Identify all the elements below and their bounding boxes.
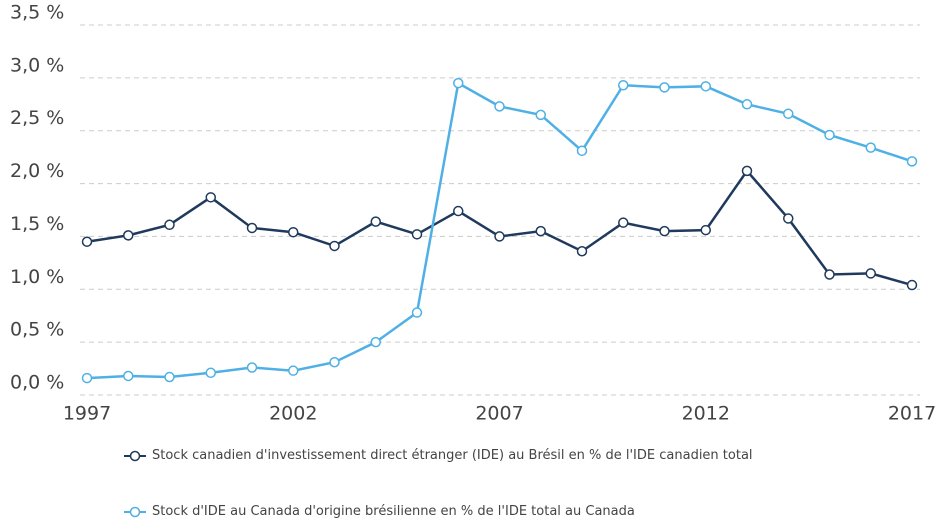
- point: [411, 307, 423, 318]
- point: [783, 108, 794, 120]
- point: [494, 101, 505, 112]
- point: [288, 365, 299, 376]
- legend-swatch: [124, 450, 146, 462]
- point: [329, 356, 340, 368]
- point: [246, 362, 258, 373]
- point: [741, 99, 753, 110]
- point: [411, 229, 423, 240]
- point: [535, 225, 546, 237]
- y-tick-label: 3,5 %: [10, 2, 64, 24]
- point: [329, 240, 340, 252]
- point: [576, 245, 588, 257]
- point: [246, 222, 258, 234]
- legend-item: Stock canadien d'investissement direct é…: [124, 448, 844, 463]
- point: [865, 268, 876, 279]
- point: [123, 230, 134, 241]
- y-tick-label: 3,0 %: [10, 54, 64, 76]
- point: [81, 372, 93, 384]
- y-tick-label: 0,5 %: [10, 319, 64, 341]
- y-tick-label: 2,5 %: [10, 107, 64, 129]
- point: [824, 129, 835, 141]
- point: [205, 192, 216, 203]
- point: [494, 231, 505, 242]
- x-tick-label: 2017: [888, 403, 936, 425]
- legend-marker: [129, 450, 141, 462]
- point: [453, 77, 464, 89]
- point: [741, 165, 753, 177]
- legend-label: Stock d'IDE au Canada d'origine brésilie…: [152, 504, 635, 519]
- point: [370, 216, 381, 227]
- point: [906, 156, 918, 167]
- point: [164, 219, 175, 231]
- x-tick-label: 1997: [63, 403, 111, 425]
- point: [783, 213, 794, 224]
- point: [659, 82, 670, 93]
- point: [535, 109, 546, 121]
- point: [659, 225, 670, 237]
- y-tick-label: 0,0 %: [10, 372, 64, 394]
- point: [700, 81, 711, 92]
- point: [618, 217, 629, 228]
- point: [906, 279, 918, 291]
- point: [576, 145, 588, 157]
- point: [370, 336, 381, 348]
- point: [453, 205, 464, 217]
- legend-label: Stock canadien d'investissement direct é…: [152, 448, 753, 463]
- point: [164, 371, 175, 383]
- point: [288, 226, 299, 238]
- point: [824, 269, 835, 280]
- legend-item: Stock d'IDE au Canada d'origine brésilie…: [124, 504, 844, 519]
- legend-swatch: [124, 506, 146, 518]
- x-tick-label: 2002: [269, 403, 317, 425]
- point: [205, 367, 216, 379]
- y-tick-label: 2,0 %: [10, 160, 64, 182]
- y-tick-label: 1,5 %: [10, 213, 64, 235]
- x-tick-label: 2012: [682, 403, 730, 425]
- point: [618, 80, 629, 91]
- y-tick-label: 1,0 %: [10, 266, 64, 288]
- legend-marker: [129, 506, 141, 518]
- point: [865, 142, 876, 153]
- chart: 0,0 % 0,5 % 1,0 % 1,5 % 2,0 % 2,5 % 3,0 % 3,5 %…: [10, 2, 936, 425]
- point: [700, 224, 711, 236]
- x-tick-label: 2007: [475, 403, 523, 425]
- series-line: [86, 168, 913, 287]
- series-line: [86, 81, 913, 380]
- point: [81, 236, 93, 247]
- point: [123, 370, 134, 382]
